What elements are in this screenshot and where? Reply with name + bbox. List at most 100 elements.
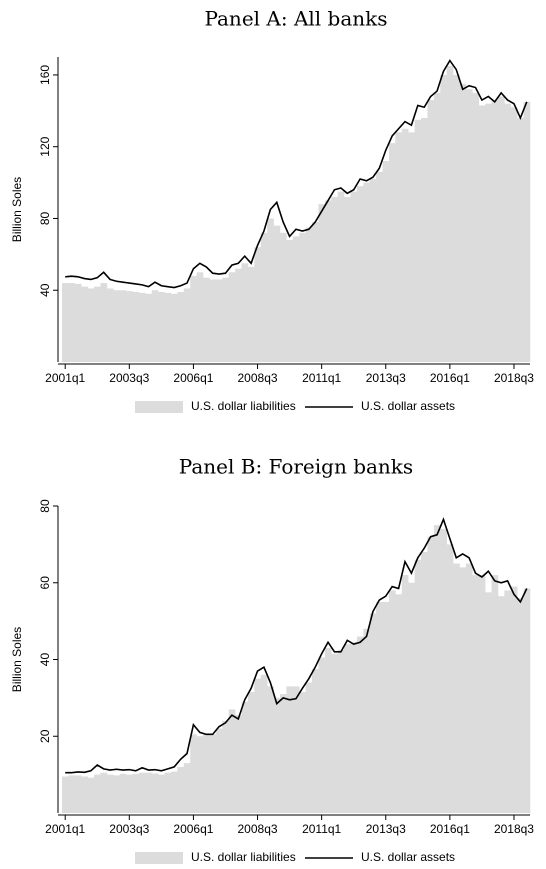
bar xyxy=(388,590,396,813)
bar xyxy=(408,132,415,362)
y-tick-label: 60 xyxy=(38,576,52,590)
bar xyxy=(113,775,120,813)
x-tick-label: 2016q1 xyxy=(430,822,470,836)
legend-label: U.S. dollar assets xyxy=(361,399,455,413)
bar xyxy=(62,283,69,362)
bar xyxy=(382,601,390,813)
legend-swatch xyxy=(135,852,183,864)
legend-swatch xyxy=(135,401,183,413)
bar xyxy=(94,774,101,813)
bar xyxy=(241,263,249,362)
bar xyxy=(183,288,191,362)
bar xyxy=(299,692,306,813)
legend-label: U.S. dollar liabilities xyxy=(191,850,296,864)
bar xyxy=(369,179,377,362)
bar xyxy=(62,776,69,813)
bar xyxy=(472,575,480,813)
bar xyxy=(504,103,512,362)
bar xyxy=(312,222,319,362)
bar xyxy=(453,563,460,813)
bar xyxy=(273,225,281,362)
bar xyxy=(164,772,172,813)
bar xyxy=(350,191,358,362)
bar xyxy=(228,272,236,362)
bar xyxy=(254,678,262,813)
x-tick-label: 2001q1 xyxy=(45,371,85,385)
x-tick-label: 2001q1 xyxy=(45,822,85,836)
bar xyxy=(433,525,441,813)
bar xyxy=(222,720,229,813)
panel-title: Panel A: All banks xyxy=(204,7,387,31)
x-tick-label: 2008q3 xyxy=(238,371,278,385)
bar xyxy=(523,588,531,813)
bar xyxy=(440,529,447,813)
x-tick-label: 2006q1 xyxy=(173,371,213,385)
bar xyxy=(433,92,441,362)
bar xyxy=(376,171,383,362)
bar xyxy=(382,161,390,362)
bar xyxy=(81,776,88,813)
bar xyxy=(344,644,351,813)
bar xyxy=(446,65,454,363)
bar xyxy=(324,647,332,813)
x-tick-label: 2003q3 xyxy=(109,371,149,385)
x-tick-label: 2013q3 xyxy=(366,822,406,836)
bar xyxy=(459,83,467,362)
bar xyxy=(504,590,512,813)
bar xyxy=(305,682,313,813)
bar xyxy=(132,292,140,362)
bar xyxy=(190,734,197,813)
bar xyxy=(74,283,82,362)
bar xyxy=(177,292,185,362)
bar xyxy=(363,628,371,813)
bar xyxy=(408,582,415,813)
bar xyxy=(119,773,127,813)
bar xyxy=(228,709,236,813)
bar xyxy=(465,563,473,813)
bar xyxy=(401,575,409,813)
y-tick-label: 80 xyxy=(38,211,52,225)
bar xyxy=(222,277,229,362)
x-tick-label: 2018q3 xyxy=(494,371,534,385)
bar xyxy=(299,232,306,362)
bar xyxy=(517,598,524,813)
bar xyxy=(87,777,95,813)
bar xyxy=(510,586,518,813)
bar xyxy=(286,686,294,813)
bar xyxy=(485,103,492,362)
bar xyxy=(286,240,294,362)
bar xyxy=(440,74,447,363)
bar xyxy=(247,692,255,813)
bar xyxy=(254,247,262,362)
bar xyxy=(235,268,242,362)
bar xyxy=(453,74,460,363)
bar xyxy=(132,773,140,813)
bar xyxy=(312,669,319,813)
bar xyxy=(427,100,435,362)
bar xyxy=(164,292,172,362)
bar xyxy=(273,697,281,813)
x-tick-label: 2016q1 xyxy=(430,371,470,385)
bar xyxy=(247,266,255,362)
bar xyxy=(267,218,274,362)
bar xyxy=(497,596,505,813)
bar xyxy=(478,575,486,813)
bar xyxy=(292,236,300,362)
legend-label: U.S. dollar assets xyxy=(361,850,455,864)
bar xyxy=(350,642,358,813)
bar xyxy=(68,775,76,813)
bar xyxy=(209,279,217,362)
bar xyxy=(337,191,345,362)
bar xyxy=(203,734,210,813)
bar xyxy=(472,92,480,362)
bar xyxy=(158,774,165,813)
legend-label: U.S. dollar liabilities xyxy=(191,399,296,413)
bar xyxy=(260,674,268,813)
bar xyxy=(376,601,383,813)
bar xyxy=(203,277,210,362)
y-tick-label: 40 xyxy=(38,653,52,667)
bar xyxy=(324,200,332,362)
bar xyxy=(235,715,242,813)
bar xyxy=(215,279,223,362)
